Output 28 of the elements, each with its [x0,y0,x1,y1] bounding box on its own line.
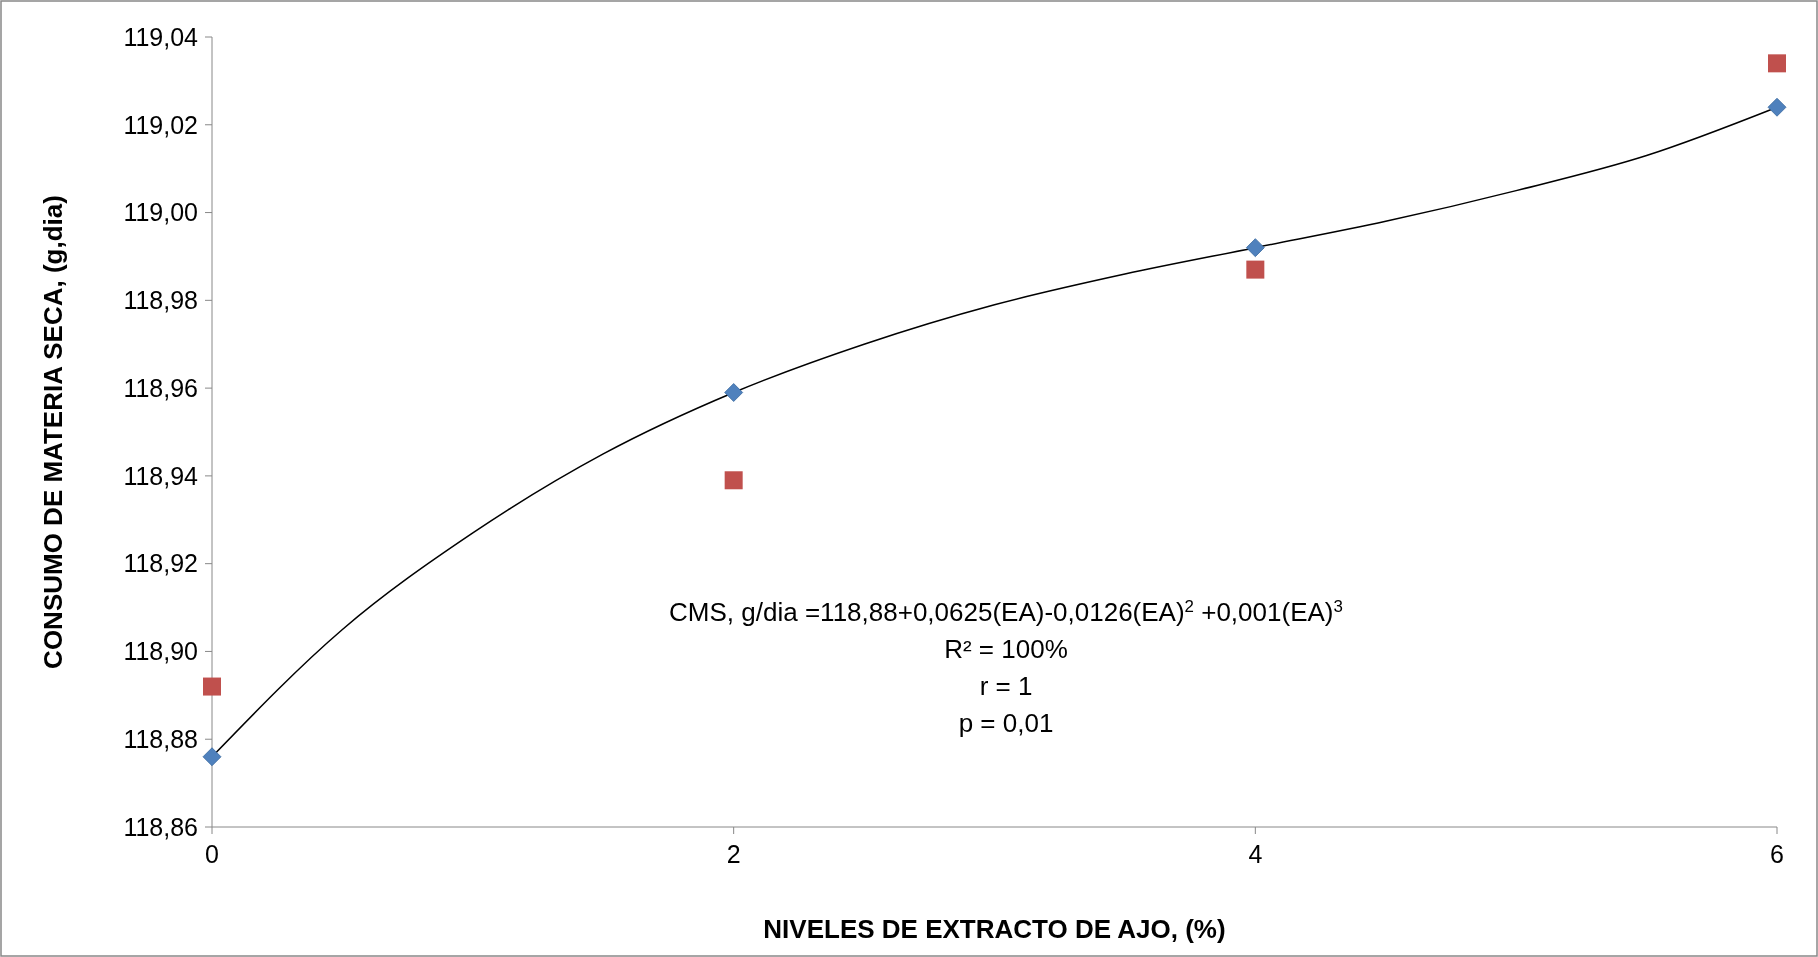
y-tick-label: 118,86 [123,812,198,841]
annotation: r = 1 [979,671,1033,701]
point [1245,238,1265,258]
y-tick-label: 119,04 [123,22,199,51]
annotation: CMS, g/dia =118,88+0,0625(EA)-0,0126(EA)$^{2}$ +0,001(EA)$^{3}$ [669,596,1343,627]
point [1246,260,1265,279]
x-tick-label: 4 [1248,840,1263,868]
x-tick-label: 6 [1770,840,1784,868]
x-axis-title: NIVELES DE EXTRACTO DE AJO, (%) [763,914,1226,944]
point [203,677,221,696]
y-axis-title: CONSUMO DE MATERIA SECA, (g,dia) [38,195,68,669]
annotation: R² = 100% [944,634,1068,664]
y-tick-label: 118,98 [123,286,198,315]
x-tick-label: 2 [726,840,741,868]
point [1767,97,1787,117]
point [202,747,222,767]
y-tick-label: 119,00 [123,198,198,227]
y-tick-label: 118,92 [123,549,198,578]
y-tick-label: 118,94 [123,461,199,490]
y-tick-label: 119,02 [123,110,198,139]
y-tick-label: 118,88 [123,724,198,753]
point [1768,54,1786,73]
point [724,471,743,490]
annotation: p = 0,01 [958,708,1054,738]
x-tick-label: 0 [205,840,219,868]
point [724,383,744,402]
y-tick-label: 118,96 [123,373,198,402]
y-tick-label: 118,90 [123,637,198,666]
